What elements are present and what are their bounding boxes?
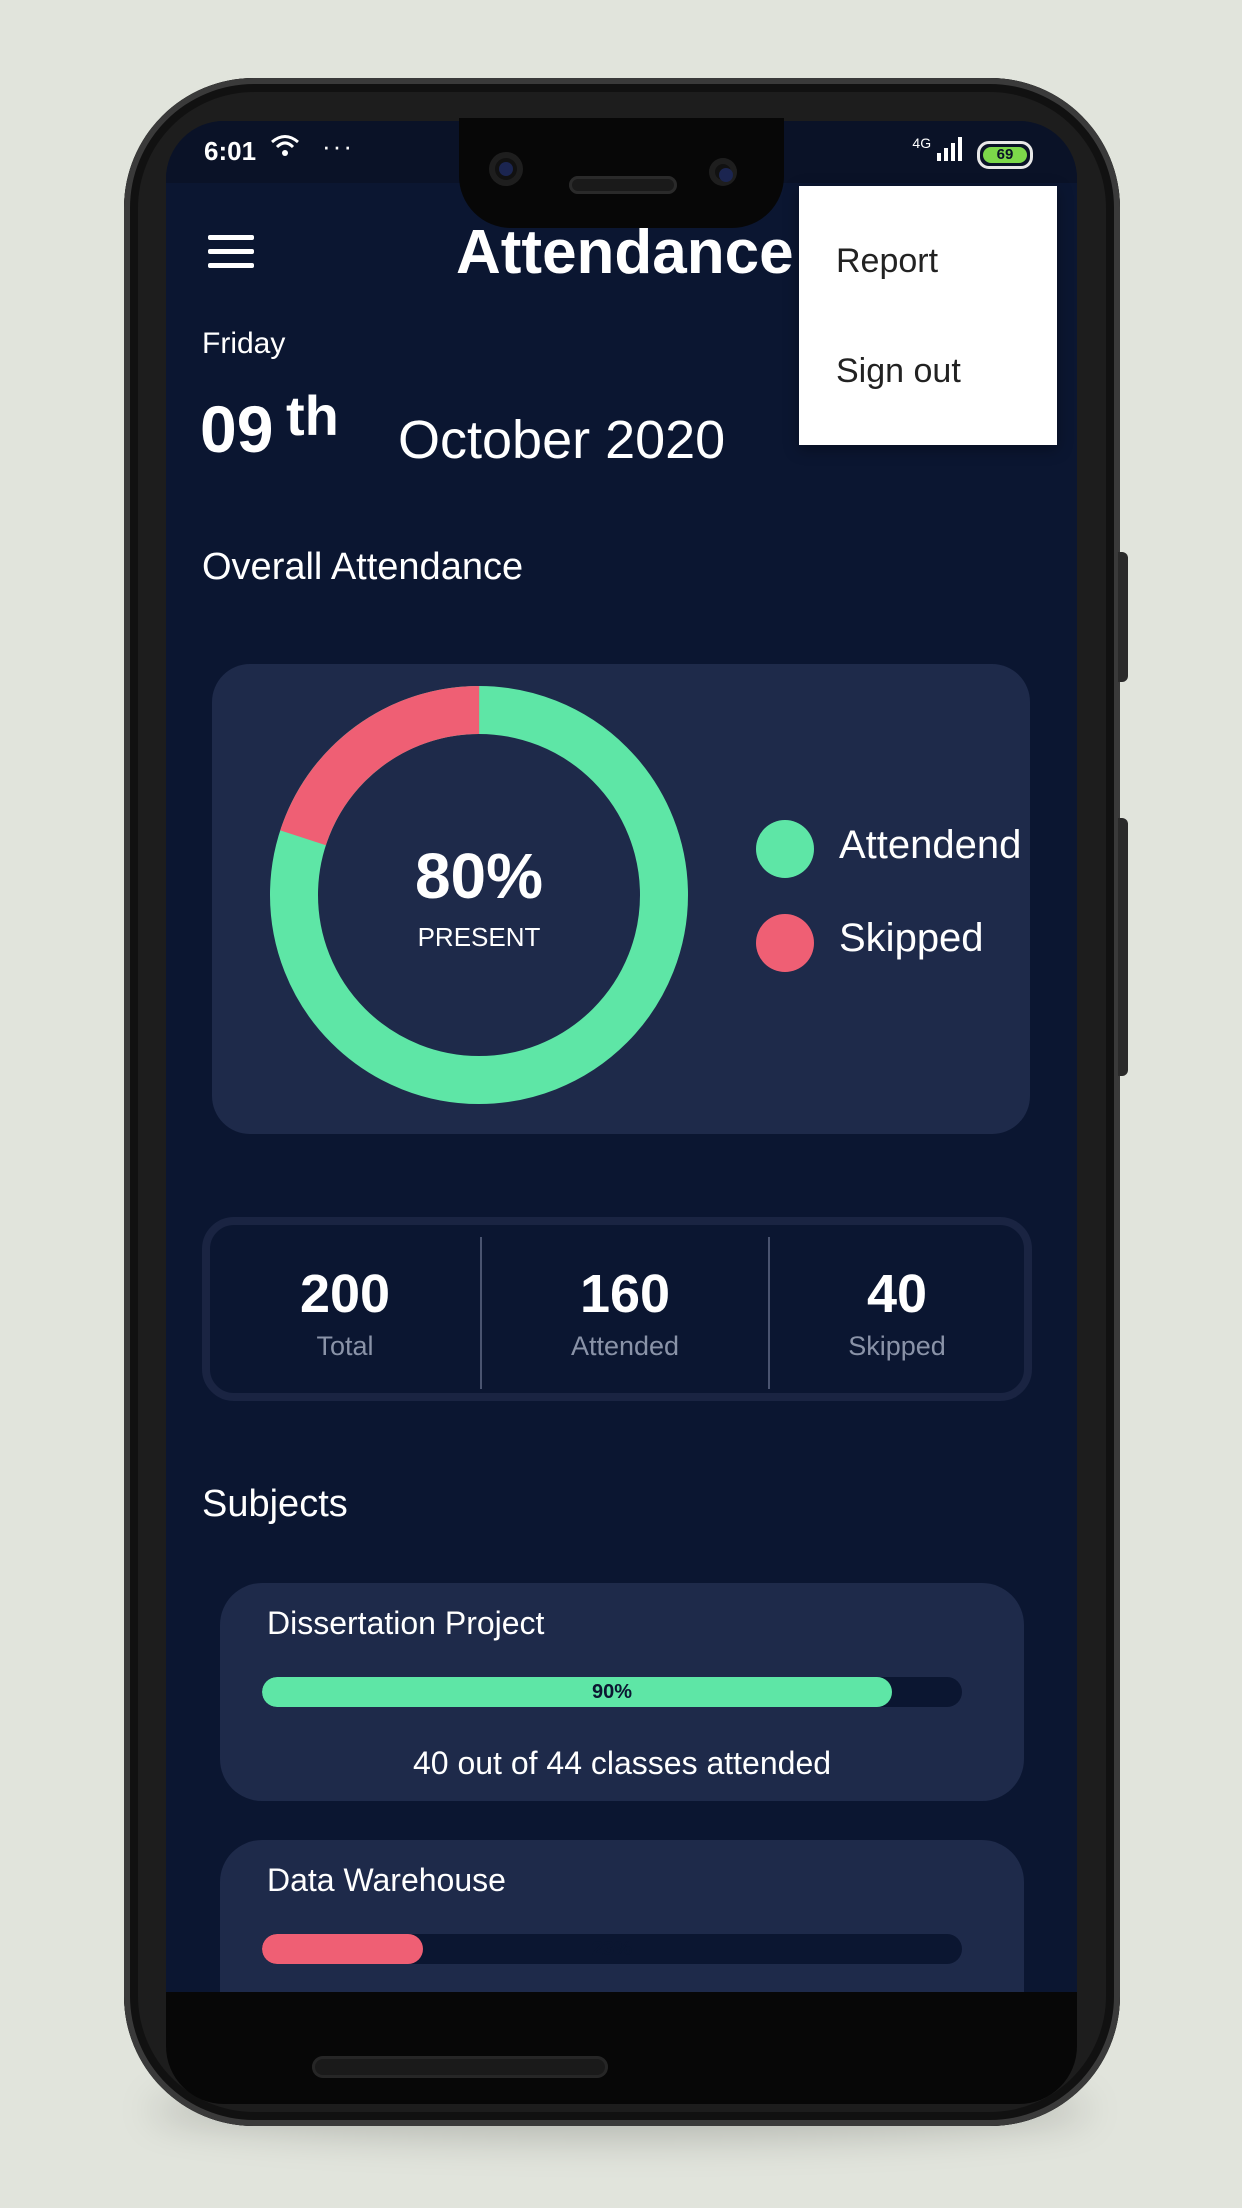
- stat-attended: 160 Attended: [482, 1225, 768, 1393]
- subject-name: Data Warehouse: [267, 1862, 506, 1898]
- app-screen: 6:01 ··· 4G 69 Attendance Friday 09 th O…: [166, 121, 1077, 1992]
- stat-total: 200 Total: [210, 1225, 480, 1393]
- menu-item-report[interactable]: Report: [836, 242, 939, 280]
- stat-attended-label: Attended: [570, 1331, 680, 1361]
- stat-skipped-label: Skipped: [848, 1331, 946, 1361]
- donut-label: PRESENT: [417, 922, 541, 952]
- subject-summary: 40 out of 44 classes attended: [412, 1745, 832, 1781]
- subject-name: Dissertation Project: [267, 1605, 545, 1641]
- subject-progress-percent: 90%: [591, 1681, 633, 1703]
- weekday: Friday: [202, 327, 286, 360]
- phone-notch: [459, 118, 784, 228]
- battery-level: 69: [983, 147, 1027, 163]
- phone-chin: [166, 1992, 1077, 2104]
- subject-progress-fill: [262, 1677, 892, 1707]
- overall-attendance-title: Overall Attendance: [202, 546, 524, 588]
- legend-attended-dot: [756, 820, 814, 878]
- day-suffix: th: [286, 384, 339, 447]
- stats-divider: [480, 1237, 482, 1389]
- stat-skipped-value: 40: [866, 1264, 928, 1324]
- page-title: Attendance: [456, 218, 794, 287]
- stat-total-value: 200: [299, 1264, 391, 1324]
- status-time: 6:01: [204, 136, 257, 166]
- power-button: [1118, 552, 1128, 682]
- subject-card-data-warehouse[interactable]: Data Warehouse 23%: [220, 1840, 1024, 1992]
- battery-icon: 69: [977, 141, 1033, 169]
- attendance-chart-card: 80% PRESENT Attendend Skipped: [212, 664, 1030, 1134]
- wifi-icon: [270, 133, 300, 166]
- network-indicator: 4G: [912, 135, 965, 161]
- subject-progress-bar: 23%: [262, 1934, 962, 1964]
- stat-attended-value: 160: [579, 1264, 671, 1324]
- legend-skipped-label: Skipped: [839, 916, 984, 960]
- day-number: 09: [200, 392, 274, 466]
- front-camera: [489, 152, 523, 186]
- overflow-menu: Report Sign out: [799, 186, 1057, 445]
- volume-button: [1118, 818, 1128, 1076]
- legend-skipped-dot: [756, 914, 814, 972]
- donut-percent: 80%: [414, 840, 544, 912]
- menu-item-sign-out[interactable]: Sign out: [836, 352, 961, 390]
- stats-divider: [768, 1237, 770, 1389]
- sensor: [709, 158, 737, 186]
- stat-total-label: Total: [316, 1331, 374, 1361]
- notification-dots: ···: [322, 131, 354, 161]
- hamburger-icon[interactable]: [208, 235, 254, 269]
- donut-skipped-arc: [270, 686, 688, 1104]
- earpiece-speaker: [569, 176, 677, 194]
- stats-card: 200 Total 160 Attended 40 Skipped: [202, 1217, 1032, 1401]
- legend-attended-label: Attendend: [839, 823, 1022, 867]
- subject-card-dissertation[interactable]: Dissertation Project 90% 40 out of 44 cl…: [220, 1583, 1024, 1801]
- stat-skipped: 40 Skipped: [770, 1225, 1024, 1393]
- subject-progress-percent: 23%: [591, 1938, 633, 1960]
- network-type: 4G: [912, 135, 932, 151]
- subject-progress-fill: [262, 1934, 423, 1964]
- home-bar: [312, 2056, 608, 2078]
- subject-progress-bar: 90%: [262, 1677, 962, 1707]
- month-year: October 2020: [398, 410, 726, 470]
- subjects-title: Subjects: [202, 1483, 348, 1525]
- attendance-donut: [270, 686, 688, 1104]
- signal-icon: [937, 137, 962, 161]
